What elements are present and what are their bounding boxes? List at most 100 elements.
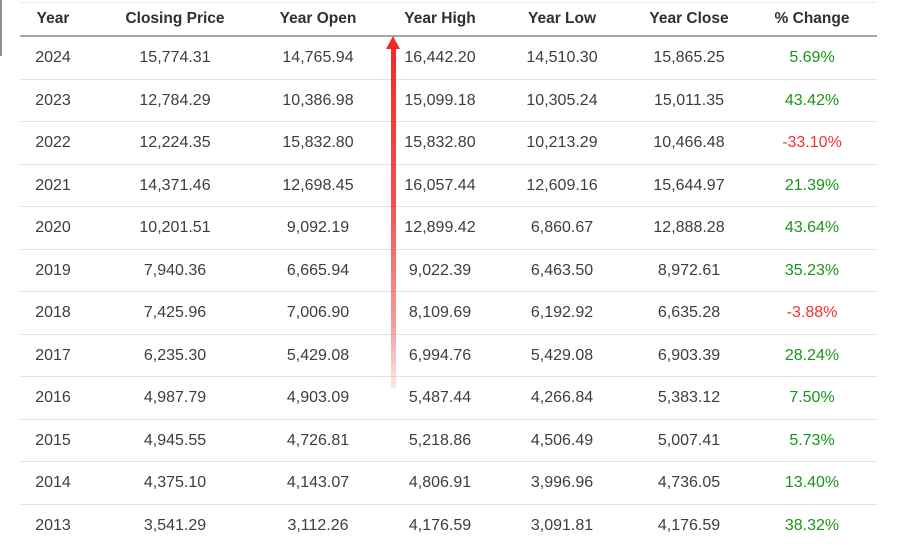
cell-year-high: 16,057.44 [404, 176, 476, 194]
cell-pct-change: 28.24% [784, 346, 840, 364]
cell-year: 2013 [35, 516, 71, 534]
table-row: 2013 3,541.29 3,112.26 4,176.59 3,091.81… [0, 505, 900, 547]
cell-year-close: 15,644.97 [653, 176, 725, 194]
cell-year-open: 4,726.81 [286, 431, 350, 449]
cell-year-open: 5,429.08 [286, 346, 350, 364]
cell-year: 2024 [35, 49, 71, 67]
cell-year-low: 4,506.49 [530, 431, 594, 449]
cell-year-close: 6,903.39 [657, 346, 721, 364]
cell-year: 2023 [35, 91, 71, 109]
cell-year: 2017 [35, 346, 71, 364]
cell-pct-change: 43.42% [784, 91, 840, 109]
cell-year: 2015 [35, 431, 71, 449]
left-edge-border [0, 0, 2, 56]
table-row: 2020 10,201.51 9,092.19 12,899.42 6,860.… [0, 207, 900, 250]
cell-closing-price: 4,987.79 [143, 389, 207, 407]
cell-year-open: 4,903.09 [286, 389, 350, 407]
cell-year-open: 14,765.94 [282, 49, 354, 67]
cell-year-close: 4,176.59 [657, 516, 721, 534]
column-header-year-low: Year Low [527, 9, 597, 27]
column-header-year-close: Year Close [649, 9, 729, 27]
cell-year-close: 15,011.35 [654, 91, 724, 109]
table-row: 2018 7,425.96 7,006.90 8,109.69 6,192.92… [0, 292, 900, 335]
cell-year-high: 15,099.18 [404, 91, 476, 109]
cell-year-low: 3,996.96 [530, 474, 594, 492]
cell-year-close: 5,007.41 [657, 431, 721, 449]
cell-year-close: 5,383.12 [657, 389, 721, 407]
table-row: 2021 14,371.46 12,698.45 16,057.44 12,60… [0, 165, 900, 208]
table-row: 2023 12,784.29 10,386.98 15,099.18 10,30… [0, 80, 900, 123]
column-header-pct-change: % Change [774, 9, 850, 27]
cell-year: 2014 [35, 474, 71, 492]
cell-year-high: 12,899.42 [404, 219, 476, 237]
cell-closing-price: 6,235.30 [143, 346, 207, 364]
cell-closing-price: 14,371.46 [139, 176, 211, 194]
cell-year-low: 5,429.08 [530, 346, 594, 364]
table-row: 2015 4,945.55 4,726.81 5,218.86 4,506.49… [0, 420, 900, 463]
cell-closing-price: 4,375.10 [143, 474, 207, 492]
cell-pct-change: 13.40% [784, 474, 840, 492]
cell-pct-change: 35.23% [784, 261, 840, 279]
cell-year-high: 5,218.86 [408, 431, 472, 449]
cell-year: 2019 [35, 261, 71, 279]
cell-year-low: 14,510.30 [526, 49, 598, 67]
cell-year-close: 15,865.25 [653, 49, 725, 67]
cell-year-open: 4,143.07 [286, 474, 350, 492]
table-row: 2016 4,987.79 4,903.09 5,487.44 4,266.84… [0, 377, 900, 420]
cell-year-low: 6,192.92 [530, 304, 594, 322]
cell-year-high: 16,442.20 [404, 49, 476, 67]
table-row: 2024 15,774.31 14,765.94 16,442.20 14,51… [0, 37, 900, 80]
cell-year-low: 6,463.50 [530, 261, 594, 279]
cell-pct-change: 38.32% [784, 516, 840, 534]
cell-year: 2022 [35, 134, 71, 152]
cell-year-high: 9,022.39 [408, 261, 472, 279]
cell-closing-price: 7,425.96 [143, 304, 207, 322]
cell-year-low: 12,609.16 [526, 176, 598, 194]
column-header-year-high: Year High [404, 9, 476, 27]
cell-year-low: 10,213.29 [526, 134, 598, 152]
table-row: 2017 6,235.30 5,429.08 6,994.76 5,429.08… [0, 335, 900, 378]
cell-year-open: 6,665.94 [286, 261, 350, 279]
column-header-closing-price: Closing Price [125, 9, 225, 27]
cell-closing-price: 4,945.55 [143, 431, 207, 449]
column-header-year-open: Year Open [279, 9, 357, 27]
cell-closing-price: 12,784.29 [139, 91, 211, 109]
column-header-year: Year [36, 9, 70, 27]
cell-year-high: 5,487.44 [408, 389, 472, 407]
cell-year-high: 6,994.76 [408, 346, 472, 364]
cell-year-high: 4,806.91 [408, 474, 472, 492]
cell-year-high: 15,832.80 [404, 134, 476, 152]
cell-closing-price: 7,940.36 [143, 261, 207, 279]
table-row: 2022 12,224.35 15,832.80 15,832.80 10,21… [0, 122, 900, 165]
cell-pct-change: 5.73% [789, 431, 835, 449]
cell-year-close: 4,736.05 [657, 474, 721, 492]
cell-pct-change: 7.50% [789, 389, 835, 407]
cell-pct-change: 43.64% [784, 219, 840, 237]
cell-year-open: 7,006.90 [286, 304, 350, 322]
table-row: 2014 4,375.10 4,143.07 4,806.91 3,996.96… [0, 462, 900, 505]
cell-year-close: 8,972.61 [657, 261, 721, 279]
cell-year-close: 10,466.48 [653, 134, 725, 152]
cell-pct-change: 5.69% [789, 49, 835, 67]
cell-year-close: 6,635.28 [657, 304, 721, 322]
cell-closing-price: 12,224.35 [139, 134, 211, 152]
cell-year: 2020 [35, 219, 71, 237]
cell-pct-change: -3.88% [786, 304, 838, 322]
table-row: 2019 7,940.36 6,665.94 9,022.39 6,463.50… [0, 250, 900, 293]
cell-year-open: 15,832.80 [282, 134, 354, 152]
cell-year-open: 10,386.98 [282, 91, 354, 109]
cell-pct-change: 21.39% [784, 176, 840, 194]
cell-closing-price: 10,201.51 [139, 219, 211, 237]
cell-year-high: 8,109.69 [408, 304, 472, 322]
cell-year-open: 9,092.19 [286, 219, 350, 237]
cell-year: 2018 [35, 304, 71, 322]
cell-year: 2016 [35, 389, 71, 407]
red-up-arrow-shaft [391, 47, 396, 388]
cell-closing-price: 3,541.29 [143, 516, 207, 534]
cell-year-low: 10,305.24 [526, 91, 598, 109]
table-header-row: Year Closing Price Year Open Year High Y… [0, 0, 900, 37]
cell-year: 2021 [35, 176, 71, 194]
red-up-arrow-icon [386, 36, 400, 49]
cell-year-low: 4,266.84 [530, 389, 594, 407]
